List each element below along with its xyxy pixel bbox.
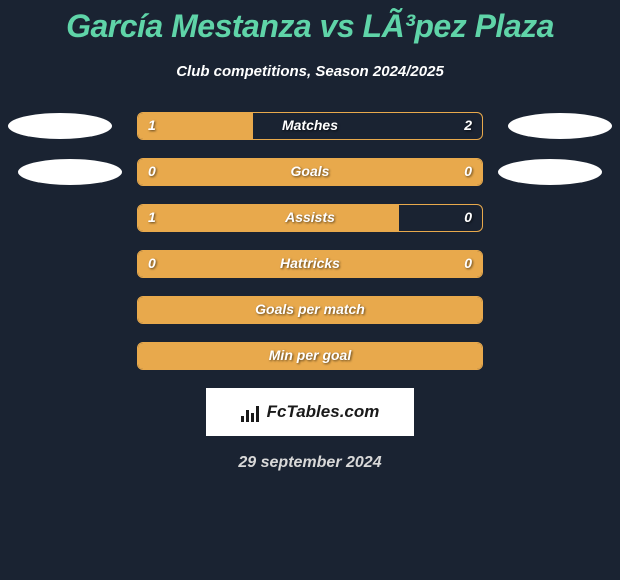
player-marker-right <box>508 113 612 139</box>
stat-label: Assists <box>285 209 335 225</box>
generated-date: 29 september 2024 <box>0 454 620 472</box>
stat-row: Min per goal <box>0 342 620 370</box>
stat-row: Goals per match <box>0 296 620 324</box>
stat-value-right: 0 <box>464 209 472 225</box>
stat-label: Hattricks <box>280 255 340 271</box>
comparison-title: García Mestanza vs LÃ³pez Plaza <box>0 0 620 45</box>
stats-chart: 1 2 Matches 0 0 Goals 1 0 Assists 0 0 Hattricks Goal… <box>0 112 620 370</box>
stat-row: 1 0 Assists <box>0 204 620 232</box>
stat-label: Goals per match <box>255 301 365 317</box>
stat-value-left: 1 <box>148 209 156 225</box>
logo-text: FcTables.com <box>267 402 380 422</box>
stat-label: Goals <box>291 163 330 179</box>
stat-row: 0 0 Goals <box>0 158 620 186</box>
bars-icon <box>241 402 261 422</box>
stat-value-left: 0 <box>148 255 156 271</box>
stat-label: Min per goal <box>269 347 351 363</box>
stat-value-right: 2 <box>464 117 472 133</box>
stat-value-left: 0 <box>148 163 156 179</box>
stat-label: Matches <box>282 117 338 133</box>
comparison-subtitle: Club competitions, Season 2024/2025 <box>0 63 620 80</box>
fctables-logo: FcTables.com <box>206 388 414 436</box>
stat-value-right: 0 <box>464 163 472 179</box>
stat-row: 0 0 Hattricks <box>0 250 620 278</box>
stat-value-right: 0 <box>464 255 472 271</box>
stat-row: 1 2 Matches <box>0 112 620 140</box>
stat-value-left: 1 <box>148 117 156 133</box>
player-marker-left <box>8 113 112 139</box>
player-marker-left <box>18 159 122 185</box>
stat-bar-fill <box>138 205 399 231</box>
player-marker-right <box>498 159 602 185</box>
